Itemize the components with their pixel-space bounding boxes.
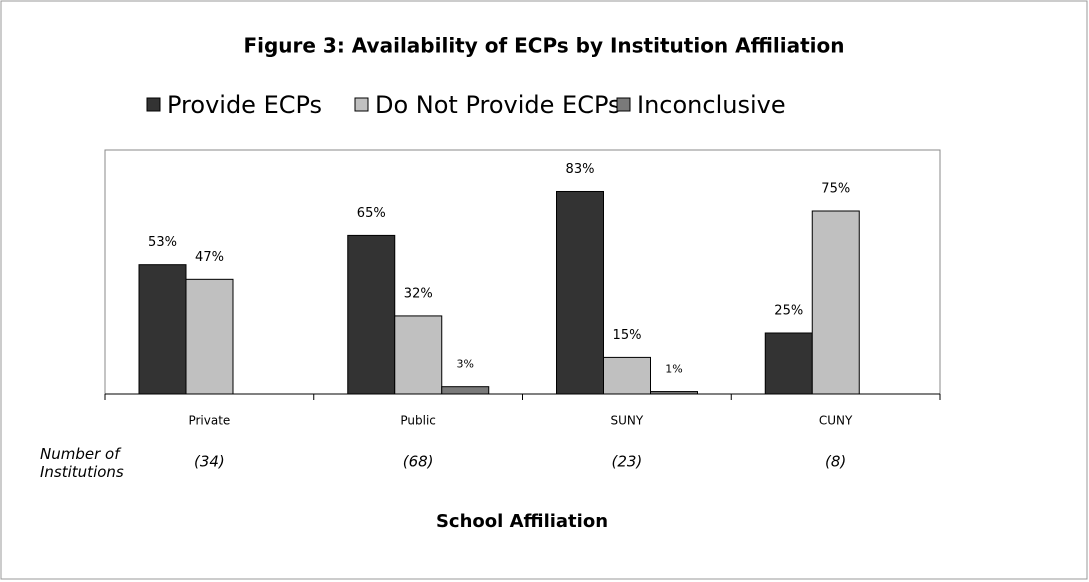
value-label: 53% [148, 235, 177, 250]
bar [556, 190, 604, 395]
legend-label: Do Not Provide ECPs [375, 91, 621, 119]
bar [394, 315, 443, 395]
legend-swatch [354, 97, 369, 112]
x-tick-label: SUNY [611, 414, 644, 428]
x-tick-label: Public [400, 414, 436, 428]
value-label: 65% [357, 206, 386, 221]
bar [603, 356, 651, 395]
value-label: 25% [774, 304, 803, 319]
bar [138, 264, 187, 395]
chart-title: Figure 3: Availability of ECPs by Instit… [243, 34, 844, 58]
legend-swatch [616, 97, 631, 112]
count-label: (68) [403, 453, 434, 471]
legend-label: Provide ECPs [167, 91, 322, 119]
x-tick-label: CUNY [819, 414, 853, 428]
bar [185, 278, 234, 395]
value-label: 83% [566, 162, 595, 177]
value-label: 75% [821, 182, 850, 197]
legend-label: Inconclusive [637, 91, 786, 119]
x-axis-title: School Affiliation [436, 511, 608, 532]
legend-swatch [146, 97, 161, 112]
value-label: 3% [457, 358, 474, 371]
bar [347, 234, 396, 395]
bar [764, 332, 813, 395]
bar [441, 386, 490, 395]
x-tick-label: Private [188, 414, 230, 428]
value-label: 1% [665, 363, 682, 376]
count-label: (8) [825, 453, 846, 471]
value-label: 15% [613, 328, 642, 343]
count-label: (23) [611, 453, 642, 471]
plot-border [104, 149, 941, 394]
value-label: 47% [195, 250, 224, 265]
bar [650, 391, 698, 395]
count-label: (34) [194, 453, 225, 471]
bar [811, 210, 860, 395]
counts-label: Number of Institutions [40, 445, 124, 481]
value-label: 32% [404, 286, 433, 301]
